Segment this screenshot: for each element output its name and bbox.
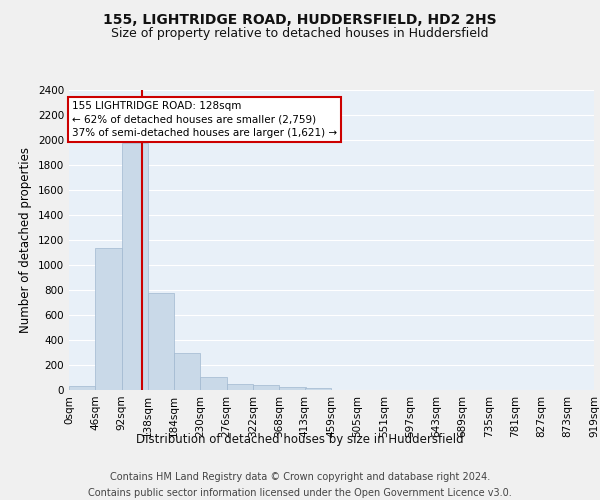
Bar bbox=[69, 386, 95, 390]
Bar bbox=[122, 142, 148, 390]
Text: Contains public sector information licensed under the Open Government Licence v3: Contains public sector information licen… bbox=[88, 488, 512, 498]
Bar bbox=[174, 352, 200, 390]
Text: Distribution of detached houses by size in Huddersfield: Distribution of detached houses by size … bbox=[136, 432, 464, 446]
Bar bbox=[279, 387, 305, 390]
Text: 155 LIGHTRIDGE ROAD: 128sqm
← 62% of detached houses are smaller (2,759)
37% of : 155 LIGHTRIDGE ROAD: 128sqm ← 62% of det… bbox=[72, 101, 337, 138]
Text: 155, LIGHTRIDGE ROAD, HUDDERSFIELD, HD2 2HS: 155, LIGHTRIDGE ROAD, HUDDERSFIELD, HD2 … bbox=[103, 12, 497, 26]
Bar bbox=[305, 388, 331, 390]
Bar bbox=[148, 293, 174, 390]
Text: Contains HM Land Registry data © Crown copyright and database right 2024.: Contains HM Land Registry data © Crown c… bbox=[110, 472, 490, 482]
Bar bbox=[200, 377, 227, 390]
Bar bbox=[95, 248, 122, 390]
Text: Size of property relative to detached houses in Huddersfield: Size of property relative to detached ho… bbox=[111, 28, 489, 40]
Y-axis label: Number of detached properties: Number of detached properties bbox=[19, 147, 32, 333]
Bar bbox=[253, 385, 279, 390]
Bar bbox=[227, 384, 253, 390]
